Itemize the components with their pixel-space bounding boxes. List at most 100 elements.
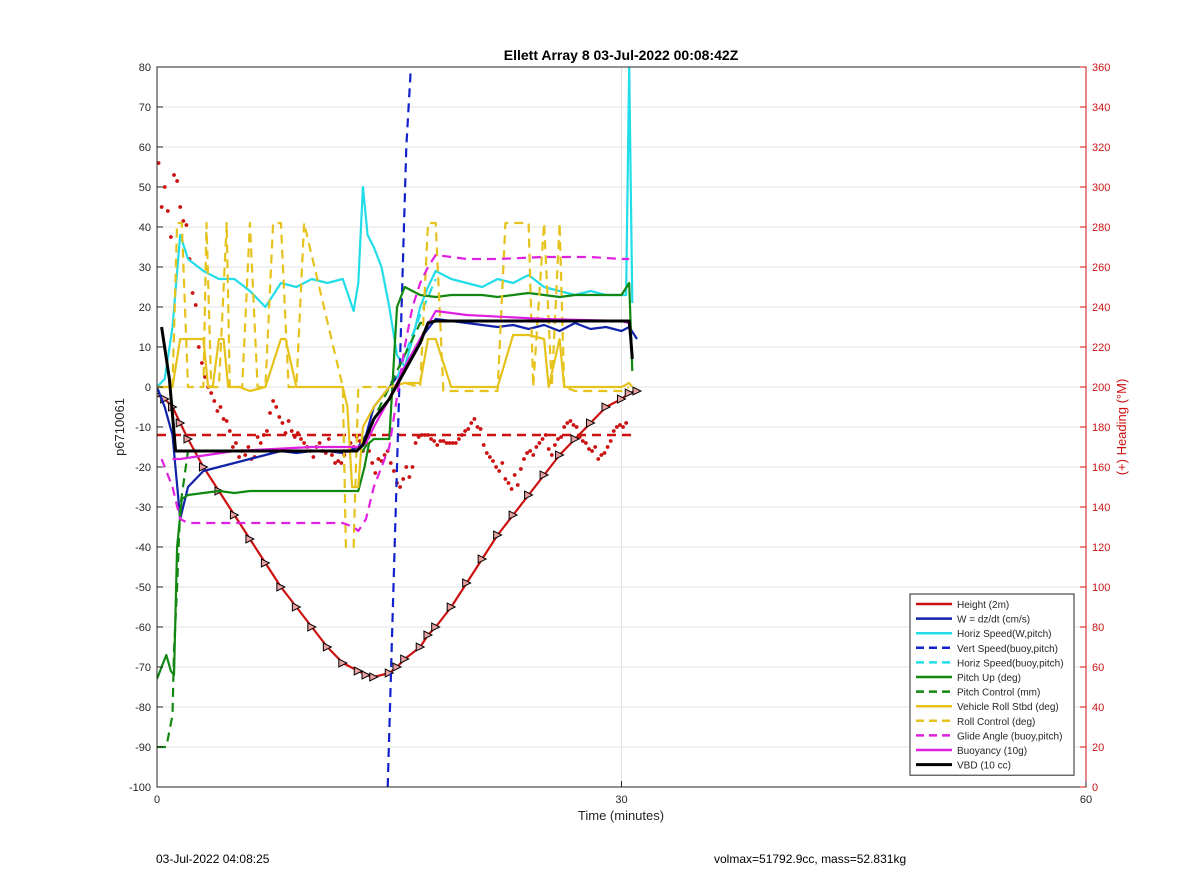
legend-label-horiz-speed-buoy-pitch: Horiz Speed(buoy,pitch) <box>957 658 1064 669</box>
height-marker <box>276 582 286 592</box>
heading-point <box>614 425 619 429</box>
legend-label-glide-angle-buoy-pitch: Glide Angle (buoy,pitch) <box>957 731 1062 742</box>
heading-point <box>370 461 375 465</box>
heading-point <box>593 445 598 449</box>
y2-tick-label: 320 <box>1092 142 1110 154</box>
heading-point <box>562 425 567 429</box>
heading-point <box>422 433 427 437</box>
height-marker <box>508 510 519 520</box>
y2-tick-label: 80 <box>1092 622 1104 634</box>
heading-point <box>221 417 226 421</box>
heading-point <box>568 419 573 423</box>
heading-point <box>243 453 248 457</box>
heading-point <box>503 477 508 481</box>
heading-point <box>441 439 446 443</box>
heading-point <box>611 429 616 433</box>
heading-point <box>212 399 217 403</box>
height-marker <box>462 578 472 588</box>
heading-point <box>497 469 502 473</box>
heading-point <box>382 453 387 457</box>
heading-point <box>512 473 517 477</box>
legend-label-horiz-speed-w-pitch: Horiz Speed(W,pitch) <box>957 629 1051 640</box>
height-marker <box>539 470 550 480</box>
height-marker <box>555 450 565 460</box>
heading-point <box>169 235 173 239</box>
heading-point <box>165 209 170 213</box>
heading-point <box>286 419 291 423</box>
y2-tick-label: 140 <box>1092 502 1110 514</box>
height-marker <box>601 402 612 412</box>
y-tick-label: -60 <box>135 622 151 634</box>
y-tick-label: -50 <box>135 582 151 594</box>
heading-point <box>580 439 585 443</box>
heading-point <box>528 449 533 453</box>
height-marker <box>353 666 364 676</box>
heading-point <box>487 455 492 459</box>
y2-tick-label: 220 <box>1092 342 1110 354</box>
legend-box <box>909 593 1075 776</box>
heading-point <box>624 421 629 425</box>
heading-point <box>494 465 498 469</box>
y-tick-label: -90 <box>135 742 151 754</box>
heading-point <box>481 443 486 447</box>
y2-tick-label: 260 <box>1092 262 1110 274</box>
y-tick-label: -70 <box>135 662 151 674</box>
legend-label-w-dz-dt-cm-s: W = dz/dt (cm/s) <box>957 615 1030 626</box>
heading-point <box>258 441 263 445</box>
legend-label-pitch-control-mm: Pitch Control (mm) <box>957 688 1040 699</box>
heading-point <box>410 465 415 469</box>
height-marker <box>431 622 441 632</box>
series-line-horiz-speed-w-pitch <box>157 67 634 388</box>
height-marker <box>338 658 348 668</box>
y-tick-label: 60 <box>139 142 151 154</box>
heading-point <box>571 423 576 427</box>
heading-point <box>478 427 483 431</box>
heading-point <box>190 291 195 295</box>
height-marker <box>415 642 426 652</box>
height-marker <box>632 386 643 396</box>
height-marker <box>322 642 333 652</box>
legend-label-pitch-up-deg: Pitch Up (deg) <box>957 673 1021 684</box>
series-line-vehicle-roll-stbd-deg <box>157 333 634 489</box>
legend-label-vert-speed-buoy-pitch: Vert Speed(buoy,pitch) <box>957 644 1058 655</box>
height-marker <box>245 534 256 544</box>
height-marker <box>291 602 302 612</box>
heading-point <box>391 469 396 473</box>
y-tick-label: 50 <box>139 182 151 194</box>
heading-point <box>531 453 536 457</box>
heading-point <box>506 481 511 485</box>
x-axis-label: Time (minutes) <box>578 808 664 823</box>
heading-point <box>509 487 514 491</box>
height-marker <box>183 434 194 444</box>
height-marker <box>369 672 379 682</box>
heading-point <box>398 485 402 489</box>
heading-point <box>618 423 622 427</box>
heading-point <box>469 421 474 425</box>
heading-point <box>224 419 229 423</box>
y2-tick-label: 0 <box>1092 782 1098 794</box>
heading-point <box>299 437 303 441</box>
height-marker <box>477 554 488 564</box>
heading-point <box>227 429 232 433</box>
height-marker <box>384 668 395 678</box>
heading-point <box>274 405 279 409</box>
legend-label-buoyancy-10g: Buoyancy (10g) <box>957 746 1027 757</box>
heading-point <box>162 185 167 189</box>
heading-point <box>237 455 241 459</box>
heading-point <box>407 475 412 479</box>
heading-point <box>565 421 570 425</box>
heading-point <box>246 445 251 449</box>
heading-point <box>280 421 285 425</box>
heading-point <box>230 445 235 449</box>
height-marker <box>260 558 271 568</box>
height-marker <box>392 662 403 672</box>
y-tick-label: -20 <box>135 462 151 474</box>
y2-tick-label: 40 <box>1092 702 1104 714</box>
heading-point <box>326 437 331 441</box>
height-marker <box>586 418 596 428</box>
y2-tick-label: 240 <box>1092 302 1110 314</box>
heading-point <box>587 447 591 451</box>
heading-point <box>265 429 269 433</box>
y-tick-label: 10 <box>139 342 151 354</box>
x-tick-label: 30 <box>615 794 627 806</box>
